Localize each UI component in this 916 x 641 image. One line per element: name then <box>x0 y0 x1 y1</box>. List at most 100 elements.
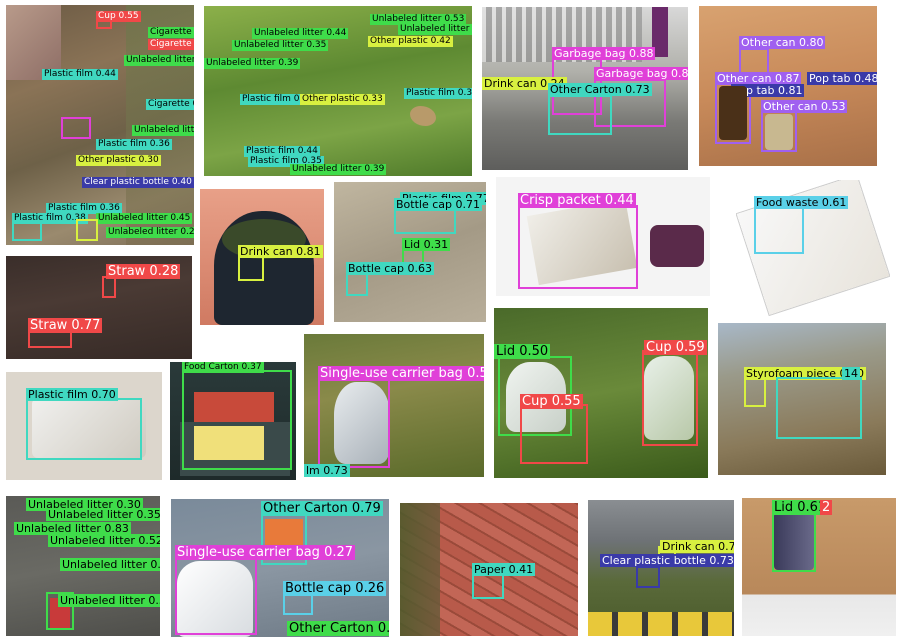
detection-label: Unlabeled litter 0.45 <box>398 24 472 35</box>
detection-label: Plastic film 0.44 <box>244 146 320 157</box>
photo-tile-bottle-caps: Plastic film 0.77 Bottle cap 0.71 Lid 0.… <box>334 182 486 322</box>
detection-label: Unlabeled litter 0.40 <box>60 558 160 571</box>
photo-tile-plastic-film: Plastic film 0.70 <box>6 372 162 480</box>
detection-box <box>518 205 638 289</box>
detection-label: Unlabeled litter 0.44 <box>252 28 349 39</box>
clear-tray <box>32 398 146 458</box>
photo-tile-plant-pot: Drink can 0.81 <box>200 189 324 325</box>
detection-box <box>175 551 257 635</box>
carton-object <box>194 392 274 426</box>
detection-label: Bottle cap 0.71 <box>394 198 482 211</box>
detection-label: Other Carton 0.30 <box>287 621 389 636</box>
detection-label: Other Carton 0.79 <box>261 501 383 516</box>
detection-box <box>548 95 612 135</box>
detection-label: Other plastic 0.33 <box>300 94 385 105</box>
detection-label: Unlabeled litter 0.35 <box>46 508 160 521</box>
cup-object <box>644 356 694 440</box>
detection-label: Other can 0.80 <box>739 36 826 49</box>
plant-strip <box>400 503 440 636</box>
detection-label: Unlabeled litter 0.39 <box>290 164 387 175</box>
detection-label: Single-use carrier bag 0.57 <box>318 366 484 381</box>
detection-box <box>394 208 456 234</box>
detection-box <box>776 377 862 439</box>
detection-box <box>318 376 390 468</box>
leaf-object <box>410 106 436 126</box>
yogurt-object <box>650 225 704 267</box>
detection-label: Plastic film 0.31 <box>404 88 472 99</box>
photo-tile-food-tray: Food waste 0.61 <box>736 180 890 316</box>
detection-label: Unlabeled litter 0.4 <box>124 55 194 66</box>
detection-label: 2 <box>820 500 833 515</box>
detection-box <box>754 206 804 254</box>
detection-box <box>744 377 766 407</box>
detection-box <box>346 272 368 296</box>
photo-tile-straw: Straw 0.28 Straw 0.77 <box>6 256 192 359</box>
detection-label: Cigarette 0.4 <box>148 27 194 38</box>
photo-tile-garbage-bags: Garbage bag 0.88 Garbage bag 0.87 Drink … <box>482 7 688 170</box>
detection-label: Bottle cap 0.26 <box>283 581 387 596</box>
detection-box <box>594 79 666 127</box>
detection-box <box>472 573 504 599</box>
detection-box <box>772 508 816 572</box>
detection-label: Plastic film 0.47 <box>240 94 316 105</box>
photo-tile-path-leaves: Cup 0.55 Cigarette 0.4 Cigarette 0.2 Unl… <box>6 5 194 245</box>
detection-label: Unlabeled litter 0.52 <box>48 534 160 547</box>
detection-label: Pop tab 0.48 <box>807 72 877 85</box>
can-object <box>719 86 747 140</box>
photo-tile-food-carton: Food Carton 0.37 <box>170 362 296 480</box>
detection-label: Crisp packet 0.44 <box>518 193 636 208</box>
detection-label: Lid 0.50 <box>494 344 551 359</box>
detection-label: Plastic film 0.36 <box>96 139 172 150</box>
detection-label: Other plastic 0.42 <box>368 36 453 47</box>
detection-label: Paper 0.41 <box>472 563 536 576</box>
detection-label: Garbage bag 0.88 <box>552 47 656 60</box>
detection-box <box>520 404 588 464</box>
detection-label: Clear plastic bottle 0.40 <box>82 177 194 188</box>
detection-label: Plastic film 0.38 <box>12 213 88 224</box>
detection-label: Styrofoam piece 0.90 <box>744 367 866 380</box>
detection-label: Plastic film 0.35 <box>248 156 324 167</box>
photo-tile-carrier-bag-cartons: Other Carton 0.79 Single-use carrier bag… <box>171 499 389 637</box>
detection-label: Other can 0.53 <box>761 100 848 113</box>
detection-box <box>636 566 660 588</box>
detection-label: Other plastic 0.30 <box>76 155 161 166</box>
detection-label: Lid 0.61 <box>772 500 829 515</box>
detection-label: Other can 0.87 <box>715 72 802 85</box>
photo-tile-crisp-packet: Crisp packet 0.44 <box>496 177 710 296</box>
detection-label: Drink can 0.24 <box>482 77 567 90</box>
detection-label: Garbage bag 0.87 <box>594 67 688 80</box>
sign-post <box>652 7 668 57</box>
detection-label: Unlabeled litter 0.58 <box>58 594 160 607</box>
detection-label: 14 <box>842 367 860 380</box>
detection-label: Clear plastic bottle 0.73 <box>600 554 734 567</box>
bag-object <box>177 561 253 637</box>
detection-label: Straw 0.77 <box>28 318 103 333</box>
photo-tile-paper: Paper 0.41 <box>400 503 578 636</box>
detection-label: Cigarette 0.2 <box>148 39 194 50</box>
detection-label: Unlabeled litter 0.39 <box>204 58 301 69</box>
photo-tile-asphalt-litter: Unlabeled litter 0.30 Unlabeled litter 0… <box>6 496 160 636</box>
bag-object <box>334 382 390 464</box>
can-object <box>765 114 793 150</box>
photo-tile-carrier-bag: Single-use carrier bag 0.57 lm 0.73 <box>304 334 484 477</box>
detection-label: Cup 0.59 <box>644 340 707 355</box>
detection-label: Plastic film 0.44 <box>42 69 118 80</box>
detection-label: Bottle cap 0.63 <box>346 262 434 275</box>
detection-label: Cup 0.55 <box>520 394 583 409</box>
detection-label: Food Carton 0.37 <box>182 362 264 373</box>
detection-label: Cigarette 0.34 <box>146 99 194 110</box>
photo-tile-cups: Lid 0.50 Cup 0.59 Cup 0.55 <box>494 308 708 478</box>
detection-label: Cup 0.55 <box>96 11 141 22</box>
detection-label: Unlabeled litter 0.45 <box>96 213 193 224</box>
photo-tile-can-table: Lid 0.61 2 <box>742 498 896 636</box>
photo-tile-grass-lawn: Unlabeled litter 0.44 Unlabeled litter 0… <box>204 6 472 176</box>
detection-label: Plastic film 0.36 <box>46 203 122 214</box>
detection-box <box>642 350 698 446</box>
detection-box <box>102 276 116 298</box>
detection-label: Unlabeled litter 0.40 <box>132 125 194 136</box>
photo-tile-roadside: Drink can 0.70 Clear plastic bottle 0.73 <box>588 500 734 636</box>
photo-tile-styrofoam: Styrofoam piece 0.90 14 <box>718 323 886 475</box>
detection-label: Unlabeled litter 0.26 <box>106 227 194 238</box>
detection-label: Plastic film 0.70 <box>26 388 118 401</box>
detection-label: Unlabeled litter 0.30 <box>26 498 143 511</box>
